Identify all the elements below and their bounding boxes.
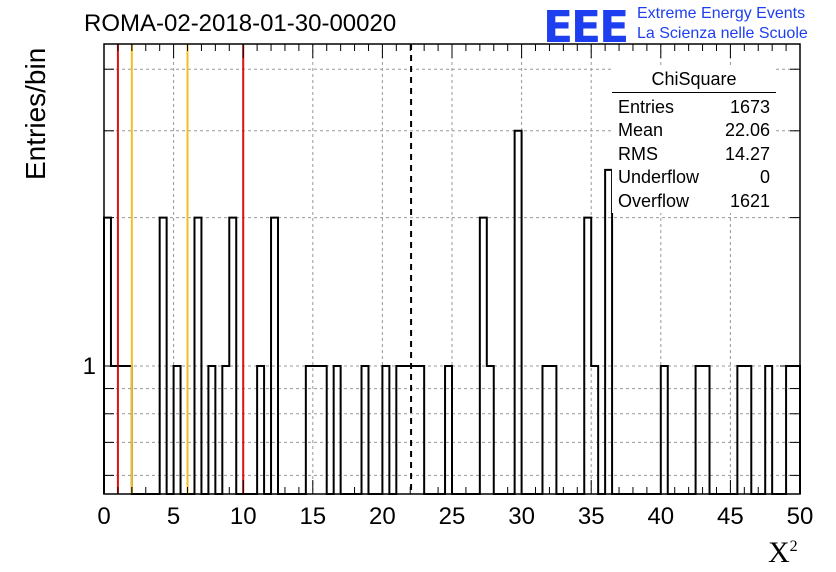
stats-title: ChiSquare	[612, 68, 776, 93]
x-axis-label-sup: 2	[789, 538, 798, 555]
eee-logo: EEE	[543, 2, 629, 53]
stats-row-mean: Mean 22.06	[612, 119, 776, 143]
stats-label: Entries	[618, 96, 675, 117]
x-tick-label: 5	[167, 503, 180, 530]
x-tick-label: 40	[647, 503, 674, 530]
x-tick-label: 35	[578, 503, 605, 530]
x-tick-label: 20	[369, 503, 396, 530]
y-axis-label: Entries/bin	[20, 47, 51, 180]
x-tick-label: 30	[508, 503, 535, 530]
x-tick-label: 50	[787, 503, 814, 530]
x-axis-label: X2	[768, 536, 798, 570]
logo-caption: Extreme Energy Events La Scienza nelle S…	[637, 4, 808, 44]
stats-label: Underflow	[618, 167, 700, 187]
stats-value: 22.06	[724, 120, 770, 140]
stats-value: 14.27	[724, 143, 770, 164]
x-tick-label: 45	[717, 503, 744, 530]
stats-box: ChiSquare Entries 1673 Mean 22.06 RMS 14.27…	[612, 68, 776, 213]
stats-value: 1621	[729, 190, 770, 211]
y-tick-label: 1	[83, 353, 96, 380]
x-axis-label-base: X	[768, 536, 790, 569]
chart-title: ROMA-02-2018-01-30-00020	[84, 10, 397, 37]
stats-row-rms: RMS 14.27	[612, 143, 776, 167]
stats-row-entries: Entries 1673	[612, 96, 776, 120]
logo-caption-line1: Extreme Energy Events	[637, 5, 806, 22]
stats-row-overflow: Overflow 1621	[612, 190, 776, 214]
stats-value: 0	[759, 167, 770, 187]
x-tick-label: 10	[230, 503, 257, 530]
stats-label: RMS	[618, 143, 658, 164]
x-tick-label: 15	[299, 503, 326, 530]
stats-row-underflow: Underflow 0	[612, 166, 776, 190]
stats-value: 1673	[729, 96, 770, 117]
x-tick-label: 25	[439, 503, 466, 530]
logo-caption-line2: La Scienza nelle Scuole	[637, 25, 808, 42]
stats-label: Mean	[618, 120, 664, 140]
stats-label: Overflow	[618, 190, 690, 211]
x-tick-label: 0	[97, 503, 110, 530]
